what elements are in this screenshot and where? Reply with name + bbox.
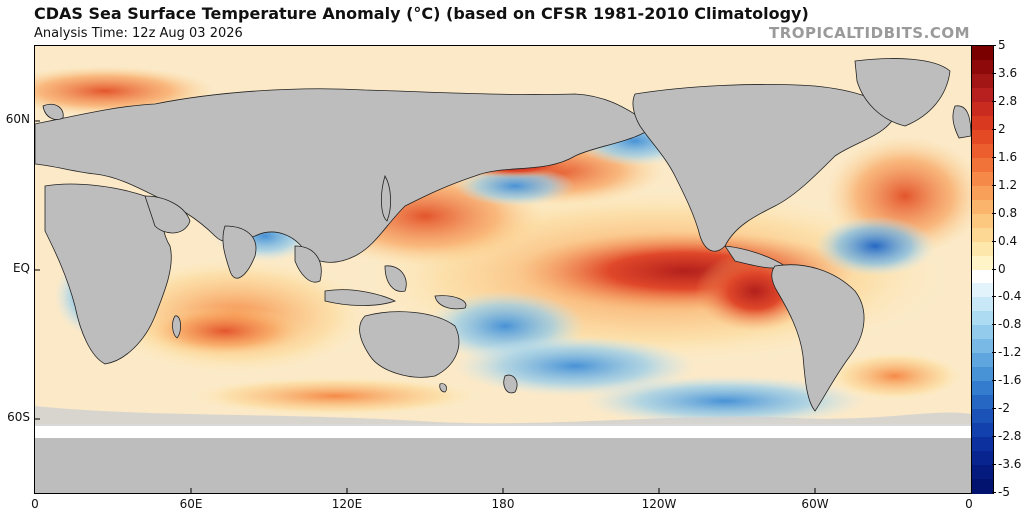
colorbar-tick-label: 0 [998,261,1006,276]
lat-label-60n: 60N [5,112,30,126]
colorbar-tick-label: 0.4 [998,233,1018,248]
colorbar-tick-label: -3.6 [998,457,1022,472]
lon-label-120e: 120E [331,497,363,511]
colorbar-segment [972,367,993,382]
colorbar-tick [992,184,996,186]
colorbar-tick-label: -1.6 [998,373,1022,388]
colorbar-tick [992,352,996,354]
chart-title: CDAS Sea Surface Temperature Anomaly (°C… [34,4,809,23]
colorbar-tick [992,156,996,158]
analysis-time: Analysis Time: 12z Aug 03 2026 [34,26,243,41]
colorbar-segment [972,339,993,354]
arabia [144,195,191,234]
eurasia [35,88,656,263]
colorbar-segment [972,199,993,215]
colorbar [971,45,994,494]
colorbar-segment [972,465,993,480]
australia [359,311,460,378]
colorbar-segment [972,311,993,326]
map-frame-ticks [35,120,816,493]
colorbar-segment [972,353,993,368]
antarctica-landmass [35,438,971,493]
india [222,225,257,279]
lon-label-0-right: 0 [965,497,973,511]
colorbar-segment [972,101,993,117]
colorbar-segment [972,283,993,298]
colorbar-tick [992,268,996,270]
colorbar-segment [972,297,993,312]
colorbar-tick-label: 2.8 [998,93,1018,108]
lat-label-60s: 60S [7,410,30,424]
brand-watermark[interactable]: TROPICALTIDBITS.COM [769,24,970,42]
colorbar-tick-label: -0.8 [998,317,1022,332]
colorbar-tick-label: 0.8 [998,205,1018,220]
north-america [632,84,896,252]
colorbar-tick [992,128,996,130]
colorbar-segment [972,255,993,270]
colorbar-tick [992,72,996,74]
colorbar-tick-label: -0.4 [998,289,1022,304]
colorbar-tick [992,324,996,326]
colorbar-segment [972,409,993,424]
greenland [854,58,951,127]
south-america [771,264,865,412]
colorbar-tick-label: 1.2 [998,177,1018,192]
colorbar-tick-label: 5 [998,38,1006,52]
colorbar-segment [972,227,993,243]
colorbar-tick [992,408,996,410]
colorbar-tick [992,45,996,46]
lon-label-180: 180 [491,497,515,511]
lon-label-120w: 120W [641,497,677,511]
colorbar-tick-label: -5 [998,485,1010,499]
colorbar-tick-label: 3.6 [998,65,1018,80]
new-zealand [503,374,518,394]
colorbar-tick [992,464,996,466]
colorbar-segment [972,87,993,103]
colorbar-segment [972,115,993,131]
colorbar-tick [992,100,996,102]
colorbar-segment [972,59,993,75]
colorbar-tick [992,492,996,493]
colorbar-segment [972,437,993,452]
colorbar-segment [972,395,993,410]
colorbar-tick-label: -2 [998,401,1010,416]
colorbar-tick [992,380,996,382]
africa [44,183,172,365]
japan [381,175,391,222]
colorbar-tick [992,296,996,298]
colorbar-segment [972,479,993,494]
colorbar-segment [972,157,993,173]
continents [35,58,971,412]
lon-label-60w: 60W [801,497,829,511]
lat-label-eq: EQ [12,261,30,275]
colorbar-segment [972,269,993,284]
colorbar-tick-label: -1.2 [998,345,1022,360]
colorbar-segment [972,143,993,159]
colorbar-segment [972,325,993,340]
colorbar-segment [972,73,993,89]
lon-label-60e: 60E [179,497,203,511]
colorbar-segment [972,46,993,61]
colorbar-segment [972,241,993,257]
sst-anomaly-map [34,45,972,494]
colorbar-tick [992,240,996,242]
colorbar-tick-label: 1.6 [998,149,1018,164]
colorbar-segment [972,451,993,466]
sea-ice-edge [35,406,971,426]
colorbar-segment [972,185,993,201]
colorbar-tick-label: -2.8 [998,429,1022,444]
colorbar-segment [972,213,993,229]
colorbar-segment [972,423,993,438]
lon-label-0-left: 0 [31,497,39,511]
colorbar-tick [992,436,996,438]
colorbar-segment [972,129,993,145]
colorbar-segment [972,381,993,396]
colorbar-tick [992,212,996,214]
colorbar-segment [972,171,993,187]
colorbar-tick-label: 2 [998,121,1006,136]
